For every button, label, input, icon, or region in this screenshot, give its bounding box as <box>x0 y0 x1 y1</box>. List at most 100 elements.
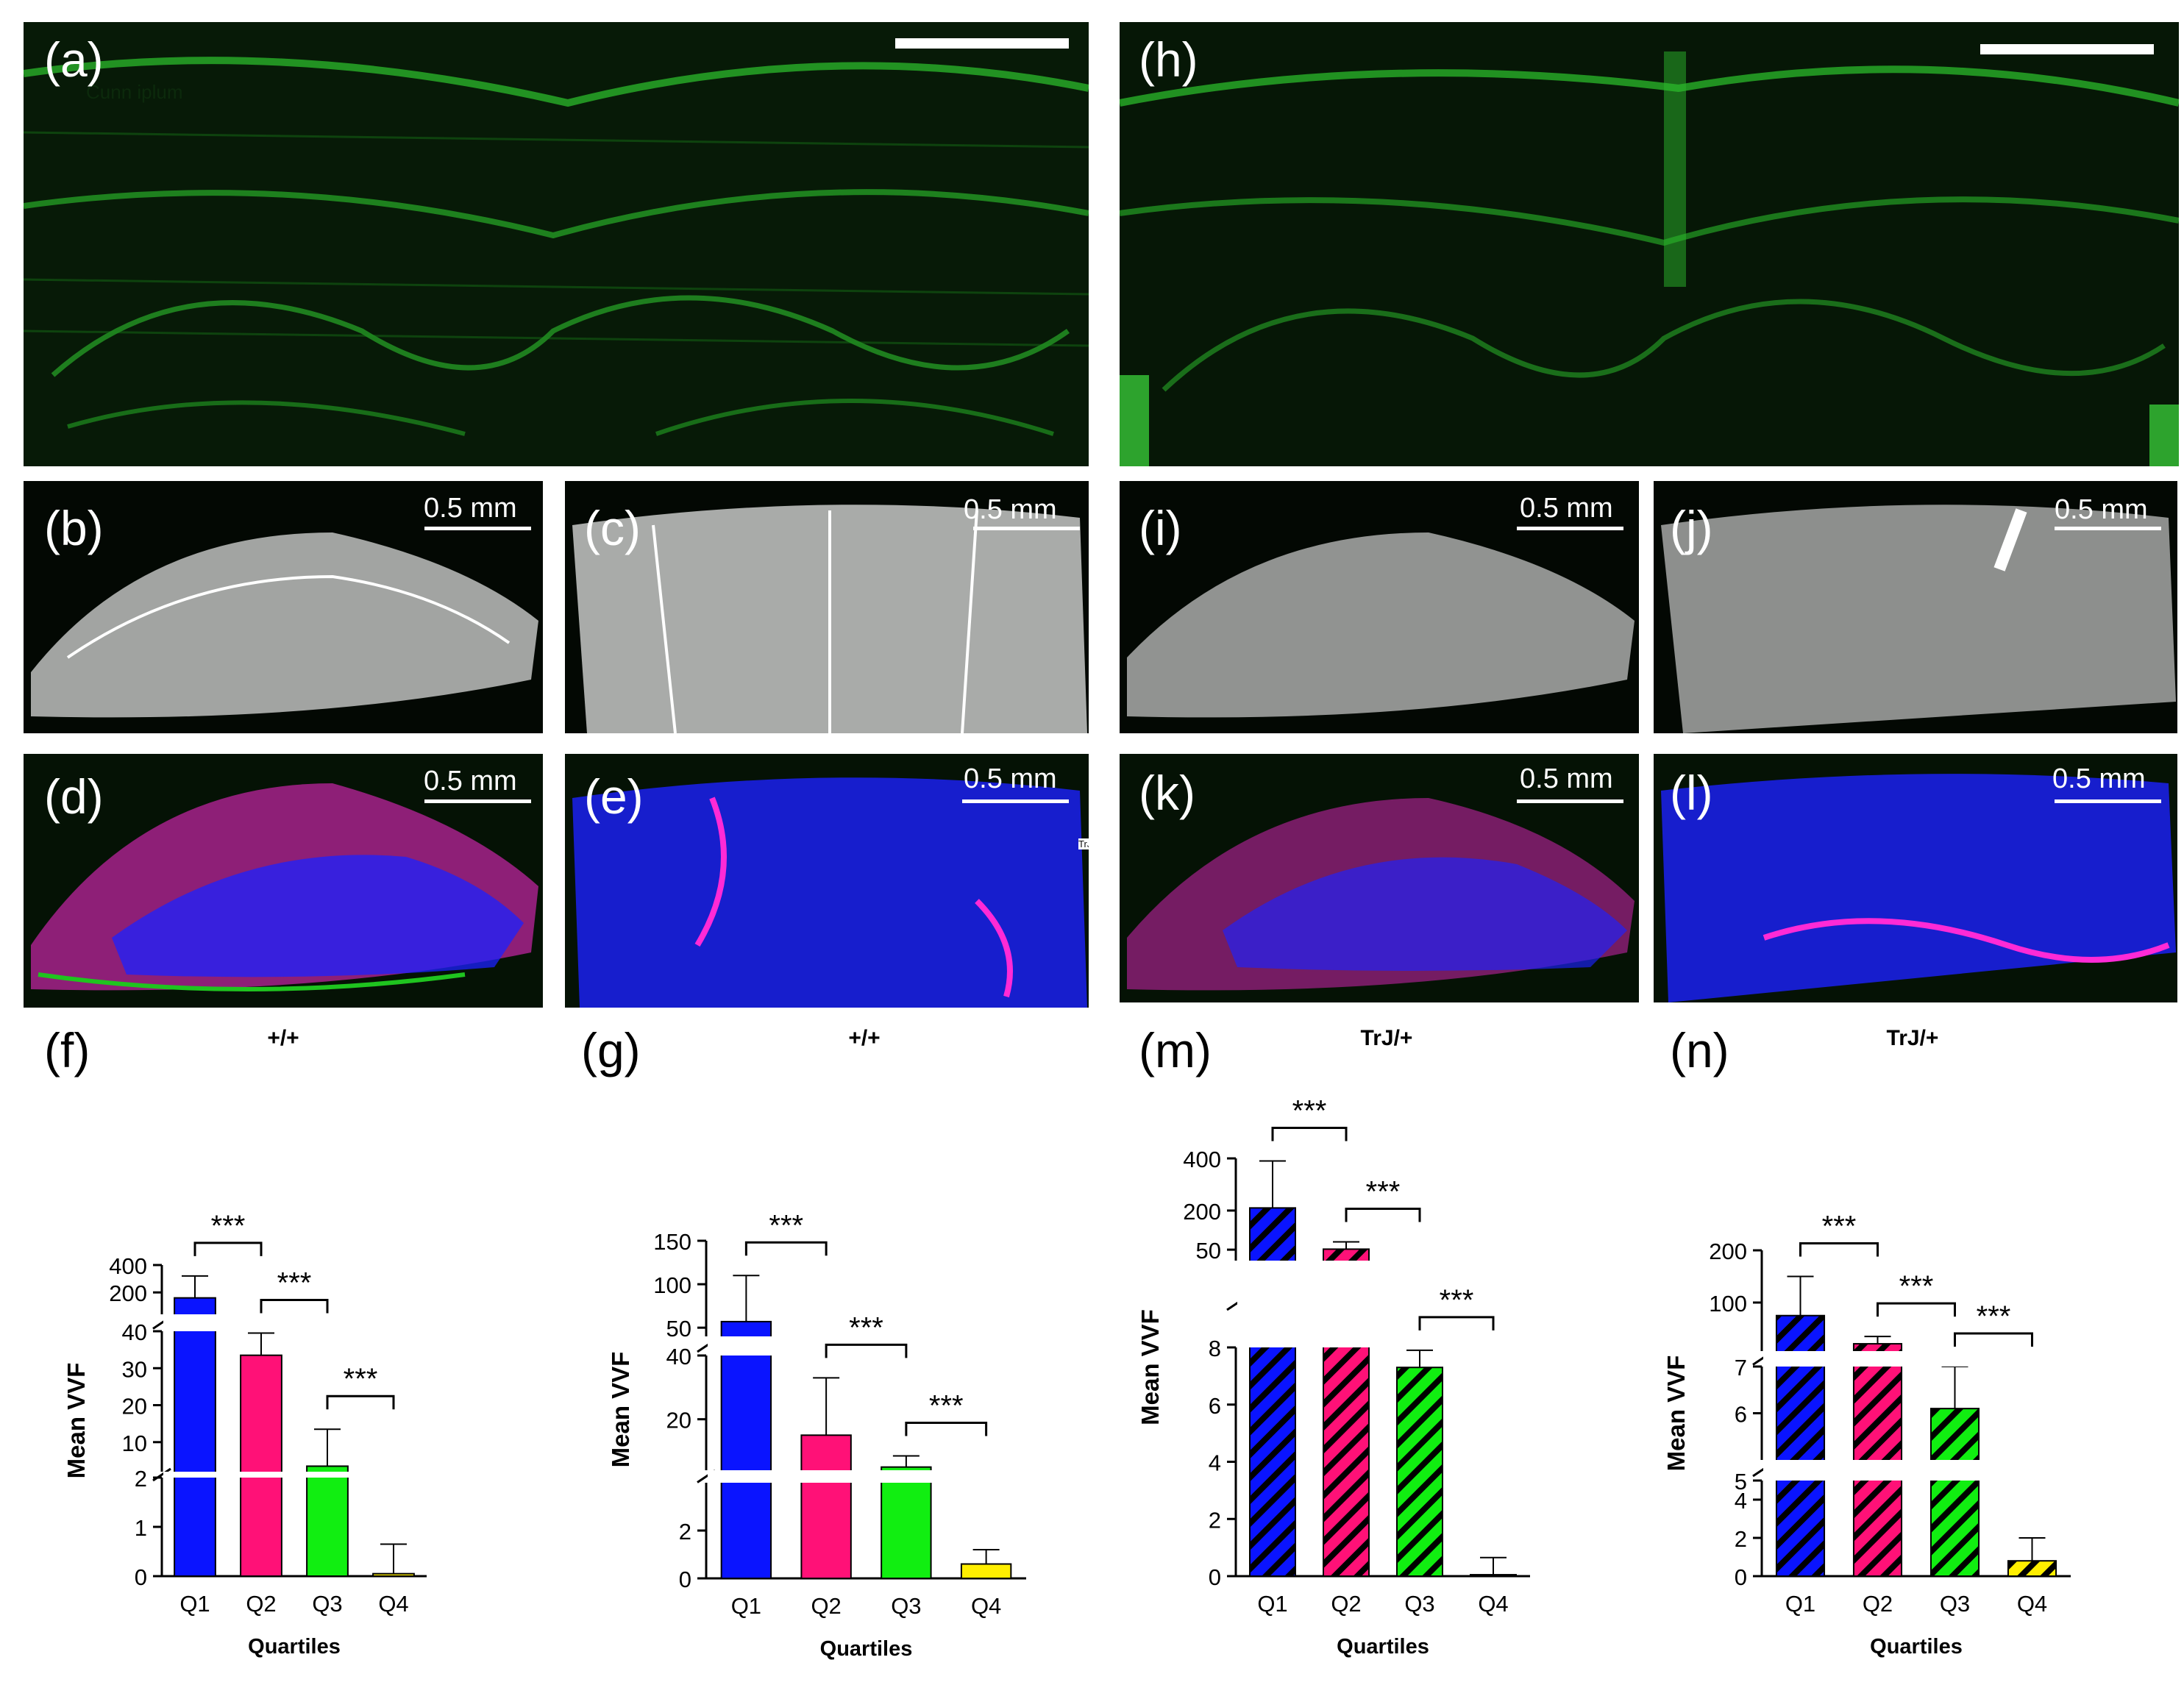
x-axis-title-f: Quartiles <box>248 1635 341 1659</box>
significance-label-m: *** <box>1292 1095 1327 1128</box>
bar-m-Q3 <box>1396 1367 1443 1578</box>
significance-bracket-g <box>905 1422 988 1436</box>
significance-label-m: *** <box>1440 1284 1474 1317</box>
scale-bar-a <box>895 38 1069 49</box>
y-tick-label-n: 0 <box>1735 1564 1747 1590</box>
panel-i-micrograph <box>1127 532 1635 718</box>
bar-f-Q4 <box>372 1572 415 1577</box>
y-tick-label-f: 200 <box>109 1280 147 1306</box>
panel-c-image: 0.5 mm <box>565 481 1089 733</box>
overlay-text-a: Cunn iplum <box>86 81 183 103</box>
significance-label-f: *** <box>211 1210 246 1242</box>
significance-bracket-f <box>260 1299 329 1314</box>
significance-bracket-f <box>193 1242 263 1256</box>
panel-h-image <box>1120 22 2179 466</box>
scale-bar-j <box>2055 527 2161 530</box>
scale-label-c: 0.5 mm <box>964 494 1057 525</box>
axis-break-gap-f <box>163 1472 428 1478</box>
x-axis-title-m: Quartiles <box>1337 1635 1429 1659</box>
x-tick-label-g: Q2 <box>811 1593 841 1619</box>
panel-d-image: 0.5 mm <box>24 754 543 1008</box>
y-tick-label-m: 400 <box>1183 1147 1221 1172</box>
bar-n-Q4 <box>2007 1560 2057 1577</box>
y-tick-label-n: 200 <box>1709 1239 1747 1264</box>
y-tick-label-g: 2 <box>679 1519 691 1545</box>
scale-label-j: 0.5 mm <box>2055 494 2148 525</box>
y-tick-label-g: 50 <box>666 1316 691 1342</box>
significance-label-n: *** <box>1822 1210 1857 1242</box>
scale-label-k: 0.5 mm <box>1520 763 1613 794</box>
panel-label-d: (d) <box>44 769 104 824</box>
scale-label-d: 0.5 mm <box>424 766 517 797</box>
x-tick-label-m: Q1 <box>1257 1591 1287 1617</box>
bar-f-Q1 <box>174 1297 216 1577</box>
x-tick-label-n: Q2 <box>1863 1591 1893 1617</box>
axis-break-gap-m <box>1237 1261 1532 1347</box>
x-tick-label-m: Q2 <box>1331 1591 1361 1617</box>
x-tick-label-n: Q4 <box>2017 1591 2047 1617</box>
significance-bracket-g <box>744 1241 828 1256</box>
x-tick-label-f: Q3 <box>312 1591 342 1617</box>
x-tick-label-m: Q4 <box>1478 1591 1508 1617</box>
scale-bar-e <box>962 799 1069 803</box>
panel-j-micrograph <box>1661 505 2176 733</box>
panel-label-a: (a) <box>44 32 104 87</box>
panel-h-micrograph <box>1120 22 2179 466</box>
axis-break-gap-f <box>163 1314 428 1331</box>
bar-f-Q2 <box>240 1354 282 1577</box>
scale-bar-c <box>973 527 1080 530</box>
y-tick-label-n: 100 <box>1709 1291 1747 1317</box>
scale-bar-l <box>2055 799 2161 803</box>
y-tick-label-g: 150 <box>653 1229 691 1255</box>
y-tick-label-f: 10 <box>122 1431 147 1456</box>
y-tick-label-f: 2 <box>135 1466 147 1492</box>
panel-label-i: (i) <box>1139 501 1182 555</box>
scale-label-b: 0.5 mm <box>424 493 517 524</box>
bar-g-Q1 <box>720 1320 772 1579</box>
significance-label-n: *** <box>1899 1270 1934 1303</box>
panel-label-c: (c) <box>584 501 641 555</box>
axis-break-f <box>152 1467 171 1482</box>
scale-label-i: 0.5 mm <box>1520 493 1613 524</box>
x-tick-label-f: Q4 <box>378 1591 408 1617</box>
genotype-label-g: +/+ <box>848 1026 881 1050</box>
panel-e-image: 0.5 mm TrJ/+ <box>565 754 1089 1008</box>
y-tick-label-f: 30 <box>122 1356 147 1382</box>
x-tick-label-n: Q1 <box>1785 1591 1815 1617</box>
y-tick-label-m: 0 <box>1209 1564 1221 1590</box>
y-tick-label-f: 400 <box>109 1253 147 1279</box>
panel-k-micrograph <box>1127 798 1635 991</box>
scale-label-l: 0.5 mm <box>2052 763 2146 794</box>
panel-a-image: Cunn iplum <box>24 22 1089 466</box>
significance-bracket-m <box>1418 1316 1495 1330</box>
panel-i-image: 0.5 mm <box>1120 481 1639 733</box>
panel-label-k: (k) <box>1139 766 1195 820</box>
panel-b-micrograph <box>31 532 538 718</box>
y-tick-label-g: 100 <box>653 1272 691 1298</box>
genotype-label-n: TrJ/+ <box>1886 1026 1939 1050</box>
significance-bracket-n <box>1877 1302 1956 1317</box>
significance-bracket-n <box>1954 1332 2033 1347</box>
y-tick-label-g: 40 <box>666 1344 691 1369</box>
significance-label-f: *** <box>277 1267 312 1300</box>
significance-bracket-f <box>326 1394 395 1410</box>
y-axis-title-g: Mean VVF <box>607 1352 634 1468</box>
axis-break-gap-n <box>1763 1460 2072 1481</box>
panel-label-m: (m) <box>1139 1023 1212 1077</box>
y-tick-label-m: 2 <box>1209 1507 1221 1533</box>
scale-bar-h <box>1980 44 2154 54</box>
y-tick-label-m: 8 <box>1209 1336 1221 1361</box>
genotype-label-m: TrJ/+ <box>1360 1026 1413 1050</box>
significance-label-g: *** <box>769 1209 803 1242</box>
x-tick-label-g: Q3 <box>891 1593 921 1619</box>
x-tick-label-f: Q2 <box>246 1591 276 1617</box>
panel-label-f: (f) <box>44 1023 90 1077</box>
panel-label-g: (g) <box>581 1023 641 1077</box>
panel-d-micrograph <box>31 783 538 991</box>
axis-break-gap-n <box>1763 1351 2072 1367</box>
significance-label-m: *** <box>1366 1175 1401 1208</box>
y-tick-label-n: 4 <box>1735 1488 1747 1514</box>
scale-bar-d <box>424 799 531 803</box>
overlay-text-e: TrJ/+ <box>1078 838 1089 849</box>
scale-bar-i <box>1517 527 1623 530</box>
